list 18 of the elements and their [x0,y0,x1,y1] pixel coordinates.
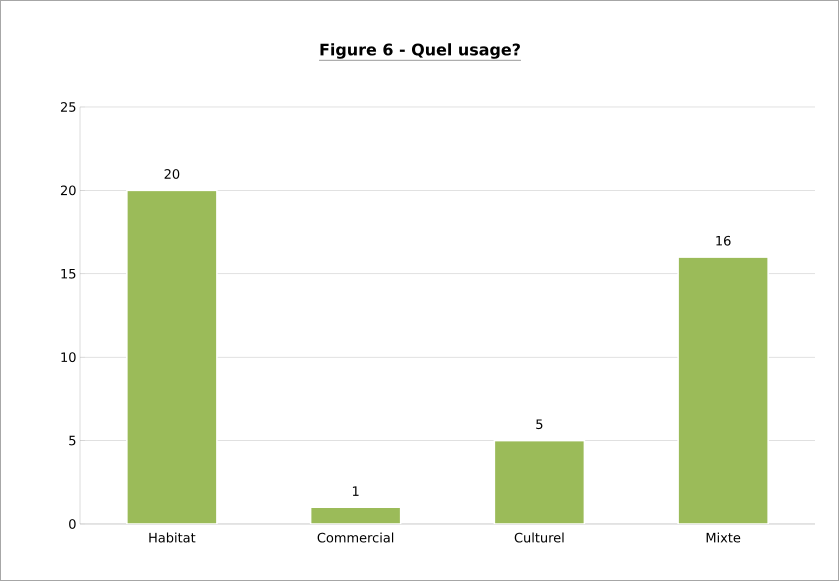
bar [677,256,769,524]
bar [126,190,218,524]
data-label: 16 [716,236,731,246]
y-tick-label: 25 [60,102,76,112]
data-label: 5 [536,419,542,430]
y-tick-label: 10 [61,352,76,362]
chart-title: Figure 6 - Quel usage? [320,43,520,59]
x-tick-label: Commercial [318,532,394,543]
data-label: 20 [164,169,180,179]
y-tick-label: 0 [69,519,76,529]
x-tick-label: Culturel [514,532,564,543]
y-tick-label: 15 [61,268,76,279]
x-tick-label: Habitat [149,532,196,543]
bar [494,440,586,524]
y-tick-label: 20 [60,185,76,196]
y-tick-label: 5 [69,436,76,446]
x-tick-label: Mixte [706,532,740,543]
data-label: 1 [352,486,359,496]
